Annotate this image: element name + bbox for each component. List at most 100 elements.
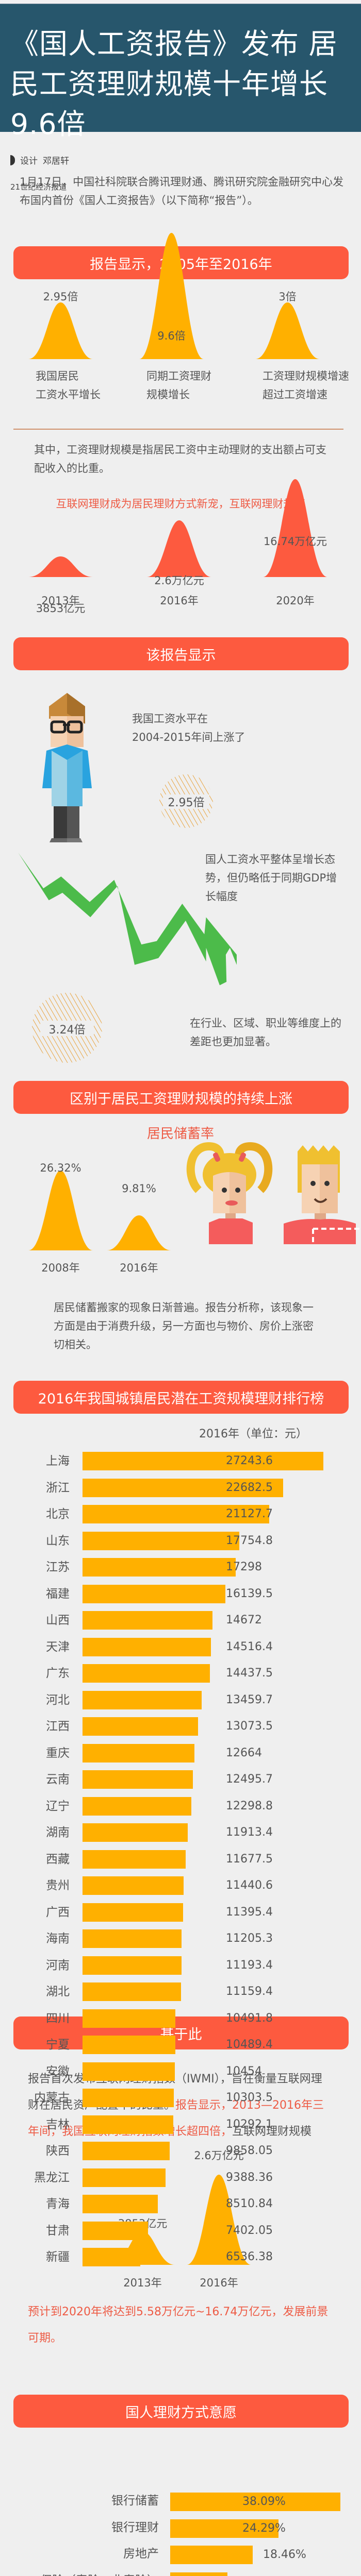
ranking-value: 27243.6 xyxy=(226,1454,273,1467)
savings-rate-year: 2016年 xyxy=(120,1262,158,1274)
ranking-row: 云南 12495.7 xyxy=(0,1766,361,1793)
preference-value: 12.85% xyxy=(242,2572,286,2576)
iwmi-scale-year: 2013年 xyxy=(123,2277,162,2289)
growth-label: 同期工资理财 规模增长 xyxy=(146,370,211,401)
ranking-bar xyxy=(83,1770,193,1789)
ranking-value: 11159.4 xyxy=(226,1985,273,1998)
scale-year: 2013年 xyxy=(41,595,80,607)
preference-value: 18.46% xyxy=(263,2548,306,2561)
ranking-value: 12298.8 xyxy=(226,1799,273,1812)
bell-curve-icon xyxy=(28,1171,93,1250)
ranking-row: 山西 14672 xyxy=(0,1607,361,1634)
ranking-row: 新疆 6536.38 xyxy=(0,2244,361,2270)
ranking-province: 福建 xyxy=(46,1587,70,1601)
ranking-province: 云南 xyxy=(46,1773,70,1786)
ranking-value: 11205.3 xyxy=(226,1932,273,1945)
ranking-value: 10292.1 xyxy=(226,2117,273,2131)
preference-row: 保险（寿险，非寿险） 12.85% xyxy=(0,2568,361,2576)
ranking-province: 浙江 xyxy=(46,1481,70,1495)
page-title: 《国人工资报告》发布 居民工资理财规模十年增长9.6倍 xyxy=(10,27,338,141)
ranking-value: 11193.4 xyxy=(226,1958,273,1972)
ranking-province: 吉林 xyxy=(46,2117,70,2131)
ranking-row: 甘肃 7402.05 xyxy=(0,2217,361,2244)
preference-category: 银行储蓄 xyxy=(111,2494,159,2507)
ranking-row: 湖北 11159.4 xyxy=(0,1978,361,2005)
growth-value: 3倍 xyxy=(278,291,297,303)
ranking-row: 广西 11395.4 xyxy=(0,1899,361,1926)
ranking-value: 11913.4 xyxy=(226,1826,273,1839)
scale-bell xyxy=(263,479,327,577)
ranking-province: 山东 xyxy=(46,1534,70,1548)
ranking-bar xyxy=(83,1558,236,1577)
ranking-bar xyxy=(83,2195,158,2213)
ranking-province: 广西 xyxy=(46,1905,70,1919)
man-illustration xyxy=(36,688,108,842)
ranking-value: 14516.4 xyxy=(226,1640,273,1653)
ranking-row: 黑龙江 9388.36 xyxy=(0,2164,361,2191)
ranking-value: 9388.36 xyxy=(226,2171,273,2184)
ranking-bar xyxy=(83,1956,182,1975)
ranking-value: 12664 xyxy=(226,1746,262,1759)
ranking-province: 甘肃 xyxy=(46,2224,70,2238)
bell-curve-icon xyxy=(139,233,204,359)
growth-label: 我国居民 工资水平增长 xyxy=(36,370,101,401)
ranking-value: 21127.7 xyxy=(226,1507,273,1520)
gap-text: 在行业、区域、职业等维度上的差距也更加显著。 xyxy=(190,1017,341,1048)
savings-bell xyxy=(28,1171,93,1250)
ranking-row: 北京 21127.7 xyxy=(0,1501,361,1528)
ranking-value: 14672 xyxy=(226,1614,262,1626)
iwmi-scale-year: 2016年 xyxy=(200,2277,238,2289)
scale-value: 3853亿元 xyxy=(36,602,86,615)
ranking-value: 22682.5 xyxy=(226,1481,273,1494)
ranking-row: 河北 13459.7 xyxy=(0,1687,361,1714)
ranking-row: 江苏 17298 xyxy=(0,1554,361,1581)
savings-text: 居民储蓄搬家的现象日渐普遍。报告分析称，该现象一方面是由于消费升级，另一方面也与… xyxy=(54,1301,314,1351)
ranking-province: 安徽 xyxy=(46,2064,70,2078)
preference-row: 银行储蓄 38.09% xyxy=(0,2488,361,2515)
iwmi-text-plain-end: 互联网理财规模 xyxy=(232,2125,312,2138)
growth-value: 2.95倍 xyxy=(43,291,78,303)
scale-bell xyxy=(28,556,93,577)
ranking-province: 河北 xyxy=(46,1693,70,1707)
preference-category: 保险（寿险，非寿险） xyxy=(40,2570,159,2576)
ranking-row: 内蒙古 10303.5 xyxy=(0,2084,361,2111)
ranking-bar xyxy=(83,2036,175,2054)
note-paragraph: 其中，工资理财规模是指居民工资中主动理财的支出额占可支配收入的比重。 xyxy=(34,444,326,474)
ranking-province: 新疆 xyxy=(46,2250,70,2264)
ranking-bar xyxy=(83,1452,323,1470)
ranking-bar xyxy=(83,1823,188,1842)
ranking-bar xyxy=(83,2089,174,2107)
preference-value: 38.09% xyxy=(242,2495,286,2508)
ranking-value: 14437.5 xyxy=(226,1667,273,1680)
ranking-row: 宁夏 10489.4 xyxy=(0,2031,361,2058)
ranking-province: 湖北 xyxy=(46,1985,70,1998)
ranking-value: 9858.05 xyxy=(226,2144,273,2157)
gdp-value-badge: 3.24倍 xyxy=(31,992,103,1064)
ranking-value: 8510.84 xyxy=(226,2197,273,2210)
ranking-row: 辽宁 12298.8 xyxy=(0,1793,361,1820)
ranking-row: 贵州 11440.6 xyxy=(0,1872,361,1899)
ranking-bar xyxy=(83,2062,175,2081)
byline-name: 邓居轩 xyxy=(43,156,69,166)
girl-boy-figure-icon xyxy=(186,1142,361,1244)
preference-bar xyxy=(170,2572,228,2576)
ranking-bar xyxy=(83,1690,202,1709)
scale-bell xyxy=(147,520,211,577)
ranking-province: 上海 xyxy=(46,1454,70,1468)
ranking-value: 17298 xyxy=(226,1561,262,1573)
bell-curve-icon xyxy=(263,479,327,577)
ranking-value: 13073.5 xyxy=(226,1720,273,1733)
ranking-bar xyxy=(83,2142,170,2160)
ranking-bar xyxy=(83,1584,225,1603)
ranking-province: 广东 xyxy=(46,1667,70,1680)
intro-text: 1月17日，中国社科院联合腾讯理财通、腾讯研究院金融研究中心发布国内首份《国人工… xyxy=(20,176,344,207)
ranking-value: 10454 xyxy=(226,2064,262,2078)
bell-curve-icon xyxy=(28,556,93,577)
scale-value: 2.6万亿元 xyxy=(154,574,204,587)
ranking-row: 湖南 11913.4 xyxy=(0,1819,361,1846)
ranking-bar xyxy=(83,1743,195,1762)
ranking-row: 四川 10491.8 xyxy=(0,2005,361,2032)
wage-value: 2.95倍 xyxy=(168,796,205,809)
top-strip xyxy=(0,0,361,4)
bell-curve-icon xyxy=(107,1215,171,1250)
